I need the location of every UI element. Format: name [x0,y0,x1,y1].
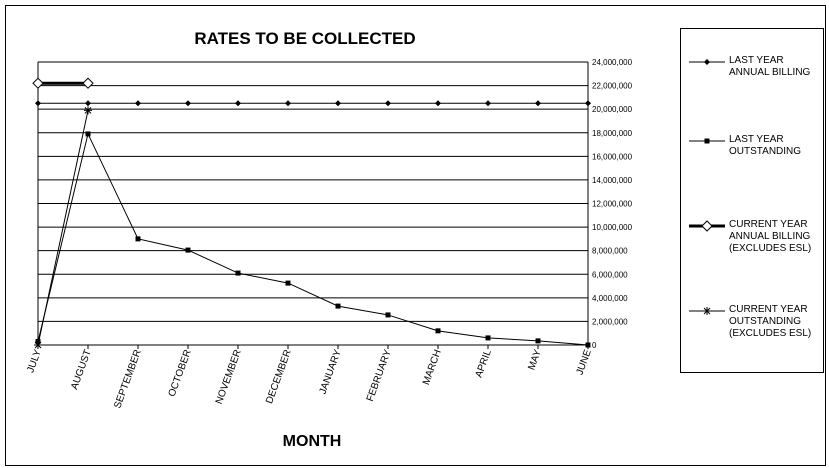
x-tick-label: JANUARY [318,348,344,396]
series-line [37,110,89,346]
y-tick-label: 16,000,000 [592,152,633,161]
x-tick-label: NOVEMBER [214,348,244,406]
y-tick-label: 18,000,000 [592,129,633,138]
x-tick-label: JULY [25,348,44,374]
y-tick-label: 24,000,000 [592,58,633,67]
marker [82,77,94,89]
legend-label: CURRENT YEAR OUTSTANDING (EXCLUDES ESL) [729,304,812,339]
marker [285,100,291,107]
y-tick-label: 12,000,000 [592,200,633,209]
marker [585,100,591,107]
y-tick-label: 22,000,000 [592,82,633,91]
marker [535,338,541,344]
x-tick-label: MAY [526,348,544,372]
marker [185,100,191,107]
y-tick-label: 6,000,000 [592,270,628,279]
marker [385,100,391,107]
legend-entry: CURRENT YEAR ANNUAL BILLING (EXCLUDES ES… [685,219,813,255]
marker [703,307,711,315]
marker [32,77,44,89]
legend-swatch [689,220,725,232]
marker [704,138,710,144]
legend: LAST YEAR ANNUAL BILLING LAST YEAR OUTSTA… [680,28,824,373]
marker-stroke [84,106,92,114]
marker [485,100,491,107]
x-tick-label: AUGUST [69,348,94,391]
marker [135,236,141,242]
y-tick-label: 8,000,000 [592,247,628,256]
marker [701,220,713,232]
legend-label: LAST YEAR OUTSTANDING [729,134,802,157]
marker [485,335,491,341]
marker [235,270,241,276]
x-tick-label: FEBRUARY [365,348,394,403]
legend-swatch [689,307,725,315]
marker [435,100,441,107]
y-tick-label: 2,000,000 [592,317,628,326]
x-tick-label: MARCH [421,348,444,386]
marker [35,100,41,107]
legend-swatch [689,59,725,65]
y-tick-label: 10,000,000 [592,223,633,232]
y-tick-label: 14,000,000 [592,176,633,185]
marker [385,312,391,318]
marker [85,131,91,137]
legend-label: LAST YEAR ANNUAL BILLING [729,55,811,78]
marker-stroke [703,307,711,315]
marker [335,303,341,309]
chart-title: RATES TO BE COLLECTED [194,29,415,48]
marker [34,341,42,349]
marker-stroke [34,341,42,349]
chart-frame [5,5,826,466]
marker [285,280,291,286]
marker [535,100,541,107]
marker [335,100,341,107]
marker [435,328,441,334]
marker [135,100,141,107]
y-tick-label: 20,000,000 [592,105,633,114]
legend-label: CURRENT YEAR ANNUAL BILLING (EXCLUDES ES… [729,219,812,254]
legend-entry: CURRENT YEAR OUTSTANDING (EXCLUDES ESL) [685,304,813,340]
marker [704,59,710,65]
marker [185,247,191,253]
x-tick-label: DECEMBER [264,348,294,405]
x-tick-label: SEPTEMBER [112,348,143,410]
legend-swatch [689,138,725,144]
marker [235,100,241,107]
marker [84,106,92,115]
x-tick-label: OCTOBER [167,348,194,398]
x-tick-label: APRIL [474,348,494,379]
marker [585,342,591,348]
y-tick-label: 4,000,000 [592,294,628,303]
x-axis-title: MONTH [283,433,342,450]
legend-entry: LAST YEAR ANNUAL BILLING [685,55,813,79]
x-tick-label: JUNE [575,348,594,377]
legend-entry: LAST YEAR OUTSTANDING [685,134,813,158]
series-line [37,132,589,346]
marker [85,100,91,107]
y-tick-label: 0 [592,341,597,350]
